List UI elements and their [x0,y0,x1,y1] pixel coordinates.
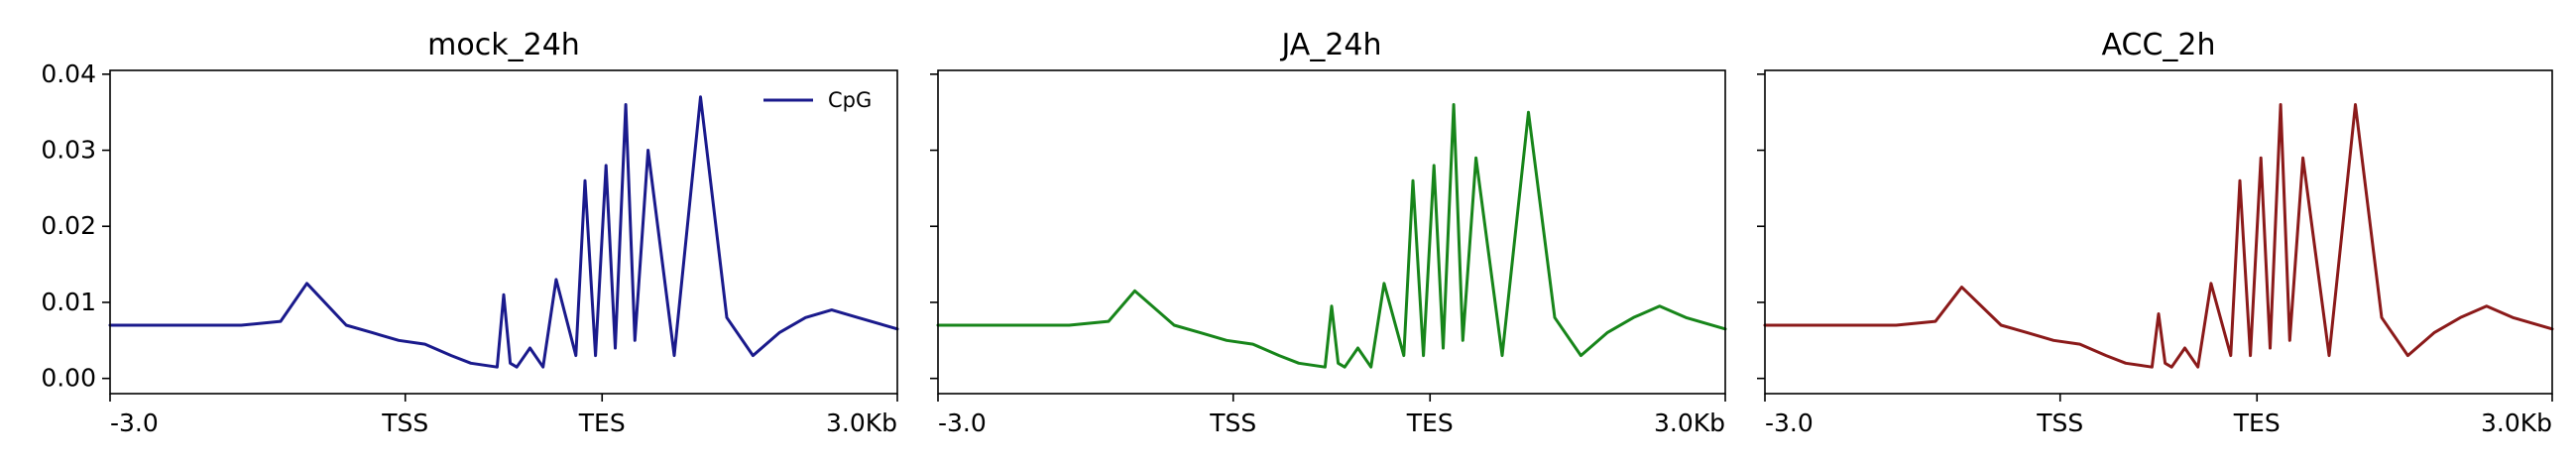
series-line-1 [936,103,1727,369]
panel-1: JA_24h -3.0 TSS TES 3.0Kb [930,28,1727,437]
panel-2: ACC_2h -3.0 TSS TES 3.0Kb [1757,28,2554,437]
x-tick-label: TSS [381,409,428,437]
x-tick-label: TES [1406,409,1454,437]
x-tick-label: TSS [1209,409,1256,437]
y-tick-label: 0.03 [41,136,96,165]
series-line-2 [1763,103,2554,369]
axes-frame [1764,69,2553,395]
x-tick-label: -3.0 [938,409,987,437]
legend: CpG [763,88,872,112]
x-tick-label: 3.0Kb [1654,409,1725,437]
x-tick-label: -3.0 [110,409,159,437]
y-tick-label: 0.04 [41,59,96,88]
x-tick-label: -3.0 [1765,409,1814,437]
panel-title: JA_24h [1279,28,1381,62]
legend-label: CpG [828,88,872,112]
series-line-0 [108,95,899,369]
x-tick-label: TES [578,409,626,437]
x-tick-label: TES [2233,409,2281,437]
axes-frame [109,69,898,395]
panel-0: mock_24h 0.00 0.01 0.02 0.03 0.04 -3.0 TSS TES 3.… [41,28,899,437]
axes-frame [937,69,1726,395]
panel-title: ACC_2h [2102,28,2216,62]
y-tick-label: 0.02 [41,211,96,240]
x-tick-label: 3.0Kb [826,409,897,437]
x-tick-label: 3.0Kb [2481,409,2552,437]
panel-title: mock_24h [427,28,580,62]
y-tick-label: 0.00 [41,364,96,393]
y-tick-label: 0.01 [41,288,96,316]
x-tick-label: TSS [2036,409,2083,437]
